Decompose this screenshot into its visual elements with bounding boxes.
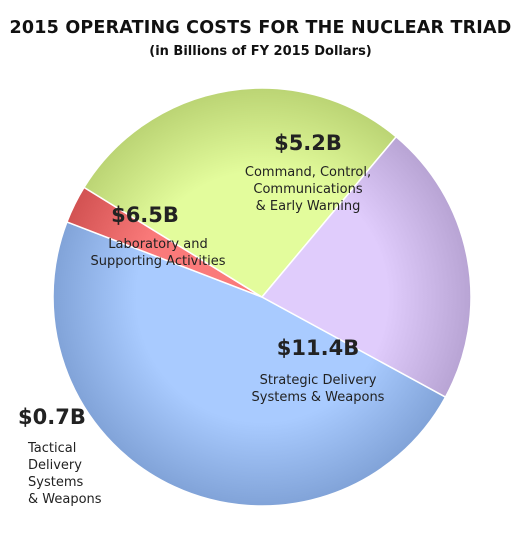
slice-value-label-3: $5.2B <box>274 131 342 155</box>
slice-category-label-0-line-0: Strategic Delivery <box>260 373 377 388</box>
slice-category-label-2-line-0: Laboratory and <box>108 237 207 252</box>
slice-category-label-3-line-1: Communications <box>253 182 362 197</box>
slice-value-label-0: $11.4B <box>277 336 359 360</box>
slice-category-label-2-line-1: Supporting Activities <box>91 254 226 269</box>
pie-slice-3 <box>260 135 472 399</box>
pie-slice-0 <box>52 221 447 507</box>
slice-category-label-3-line-0: Command, Control, <box>245 165 371 180</box>
slice-value-label-2: $6.5B <box>111 203 179 227</box>
chart-title: 2015 OPERATING COSTS FOR THE NUCLEAR TRI… <box>9 18 512 38</box>
slice-category-label-1-line-1: Delivery <box>28 458 82 473</box>
slice-category-label-1-line-2: Systems <box>28 475 83 490</box>
slice-category-label-1-line-3: & Weapons <box>28 492 102 507</box>
slice-value-label-1: $0.7B <box>18 405 86 429</box>
slice-category-label-0-line-1: Systems & Weapons <box>252 390 385 405</box>
pie-slice-2 <box>83 87 398 298</box>
slice-category-label-1-line-0: Tactical <box>27 441 76 456</box>
slice-category-label-3-line-2: & Early Warning <box>256 199 361 214</box>
chart-subtitle: (in Billions of FY 2015 Dollars) <box>149 44 372 59</box>
